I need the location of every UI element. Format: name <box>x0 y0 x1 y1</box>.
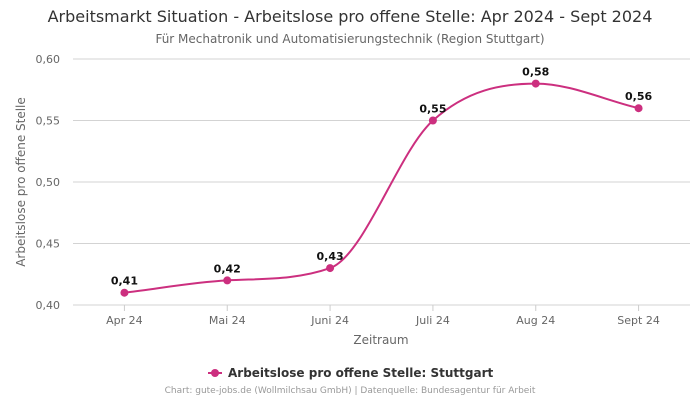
y-tick-label: 0,55 <box>36 115 61 128</box>
x-tick-label: Juni 24 <box>310 314 349 327</box>
x-axis-label: Zeitraum <box>353 333 408 347</box>
y-tick-label: 0,40 <box>36 299 61 312</box>
data-label: 0,55 <box>419 103 446 116</box>
y-tick-label: 0,45 <box>36 238 61 251</box>
data-label: 0,56 <box>625 90 652 103</box>
data-label: 0,41 <box>111 275 138 288</box>
legend-label: Arbeitslose pro offene Stelle: Stuttgart <box>228 366 493 380</box>
series-line <box>124 82 639 294</box>
chart-subtitle: Für Mechatronik und Automatisierungstech… <box>155 32 545 46</box>
y-axis-label: Arbeitslose pro offene Stelle <box>14 97 28 267</box>
data-point <box>120 288 129 297</box>
data-label: 0,42 <box>214 262 241 275</box>
x-tick-label: Aug 24 <box>516 314 555 327</box>
data-point <box>531 79 540 88</box>
data-point <box>326 264 335 273</box>
data-point <box>223 276 232 285</box>
y-tick-label: 0,60 <box>36 53 61 66</box>
data-point <box>634 104 643 113</box>
data-point <box>428 116 437 125</box>
data-label: 0,58 <box>522 66 549 79</box>
legend-marker <box>211 369 219 377</box>
x-tick-label: Apr 24 <box>106 314 143 327</box>
y-tick-label: 0,50 <box>36 176 61 189</box>
x-tick-label: Juli 24 <box>415 314 450 327</box>
x-tick-label: Mai 24 <box>209 314 246 327</box>
x-tick-label: Sept 24 <box>617 314 660 327</box>
chart-footer: Chart: gute-jobs.de (Wollmilchsau GmbH) … <box>164 386 536 396</box>
chart-title: Arbeitsmarkt Situation - Arbeitslose pro… <box>47 7 653 26</box>
data-label: 0,43 <box>317 250 344 263</box>
